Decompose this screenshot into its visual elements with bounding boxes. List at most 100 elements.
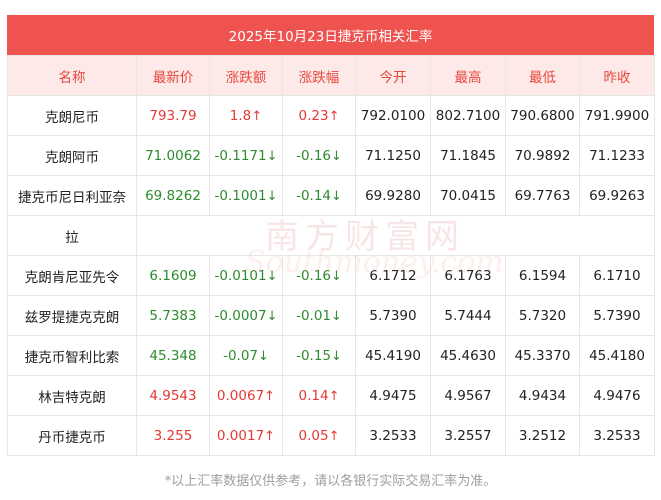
header-price: 最新价 xyxy=(136,55,210,96)
arrow-down-icon: ↓ xyxy=(331,348,342,364)
currency-name: 克朗尼币 xyxy=(7,95,137,136)
currency-name: 兹罗提捷克克朗 xyxy=(7,295,137,336)
high-price: 5.7444 xyxy=(430,295,506,336)
open-price: 3.2533 xyxy=(355,415,431,456)
prev-close: 3.2533 xyxy=(579,415,655,456)
currency-name-wrap: 拉 xyxy=(7,215,137,256)
change-percent: -0.14↓ xyxy=(282,175,356,216)
arrow-up-icon: ↑ xyxy=(328,388,340,404)
open-price: 6.1712 xyxy=(355,255,431,296)
arrow-down-icon: ↓ xyxy=(258,348,269,364)
table-row-continuation: 拉 xyxy=(7,215,655,256)
change-percent: -0.01↓ xyxy=(282,295,356,336)
arrow-up-icon: ↑ xyxy=(264,388,276,404)
change-amount: 1.8↑ xyxy=(209,95,283,136)
arrow-up-icon: ↑ xyxy=(328,428,340,444)
change-percent-value: 0.05 xyxy=(298,427,329,444)
change-amount-value: -0.0101 xyxy=(214,267,267,284)
empty-cell xyxy=(136,215,655,256)
high-price: 3.2557 xyxy=(430,415,506,456)
prev-close: 45.4180 xyxy=(579,335,655,376)
high-price: 70.0415 xyxy=(430,175,506,216)
open-price: 792.0100 xyxy=(355,95,431,136)
high-price: 802.7100 xyxy=(430,95,506,136)
high-price: 6.1763 xyxy=(430,255,506,296)
currency-name: 丹币捷克币 xyxy=(7,415,137,456)
change-percent: 0.05↑ xyxy=(282,415,356,456)
header-name: 名称 xyxy=(7,55,137,96)
currency-name: 捷克币智利比索 xyxy=(7,335,137,376)
latest-price: 793.79 xyxy=(136,95,210,136)
low-price: 790.6800 xyxy=(505,95,580,136)
change-amount-value: 0.0067 xyxy=(216,387,265,404)
table-row: 克朗阿币 71.0062 -0.1171↓ -0.16↓ 71.1250 71.1845 7… xyxy=(7,135,655,176)
high-price: 4.9567 xyxy=(430,375,506,416)
latest-price: 3.255 xyxy=(136,415,210,456)
change-amount: -0.1171↓ xyxy=(209,135,283,176)
footnote: *以上汇率数据仅供参考，请以各银行实际交易汇率为准。 xyxy=(164,474,497,489)
arrow-down-icon: ↓ xyxy=(331,148,342,164)
prev-close: 791.9900 xyxy=(579,95,655,136)
prev-close: 5.7390 xyxy=(579,295,655,336)
header-prev: 昨收 xyxy=(579,55,655,96)
latest-price: 71.0062 xyxy=(136,135,210,176)
open-price: 69.9280 xyxy=(355,175,431,216)
arrow-up-icon: ↑ xyxy=(251,108,263,124)
latest-price: 69.8262 xyxy=(136,175,210,216)
change-percent-value: 0.23 xyxy=(298,107,329,124)
rates-panel: 2025年10月23日捷克币相关汇率 名称 最新价 涨跌额 涨跌幅 今开 最高 … xyxy=(7,15,655,456)
header-change: 涨跌额 xyxy=(209,55,283,96)
change-amount-value: -0.1001 xyxy=(214,187,267,204)
latest-price: 6.1609 xyxy=(136,255,210,296)
change-amount: 0.0017↑ xyxy=(209,415,283,456)
change-percent-value: 0.14 xyxy=(298,387,329,404)
open-price: 71.1250 xyxy=(355,135,431,176)
prev-close: 6.1710 xyxy=(579,255,655,296)
arrow-down-icon: ↓ xyxy=(331,268,342,284)
change-percent-value: -0.15 xyxy=(296,347,332,364)
table-row: 克朗肯尼亚先令 6.1609 -0.0101↓ -0.16↓ 6.1712 6.1763 6… xyxy=(7,255,655,296)
table-row: 林吉特克朗 4.9543 0.0067↑ 0.14↑ 4.9475 4.9567 4.943… xyxy=(7,375,655,416)
change-amount: -0.0101↓ xyxy=(209,255,283,296)
low-price: 3.2512 xyxy=(505,415,580,456)
table-row: 兹罗提捷克克朗 5.7383 -0.0007↓ -0.01↓ 5.7390 5.7444 5… xyxy=(7,295,655,336)
change-percent: -0.15↓ xyxy=(282,335,356,376)
latest-price: 4.9543 xyxy=(136,375,210,416)
change-percent: 0.14↑ xyxy=(282,375,356,416)
arrow-up-icon: ↑ xyxy=(264,428,276,444)
change-percent-value: -0.14 xyxy=(296,187,332,204)
change-amount: -0.07↓ xyxy=(209,335,283,376)
currency-name: 林吉特克朗 xyxy=(7,375,137,416)
change-amount-value: 1.8 xyxy=(229,107,252,124)
change-percent-value: -0.16 xyxy=(296,147,332,164)
currency-name: 捷克币尼日利亚奈 xyxy=(7,175,137,216)
arrow-up-icon: ↑ xyxy=(328,108,340,124)
change-amount-value: 0.0017 xyxy=(216,427,265,444)
arrow-down-icon: ↓ xyxy=(331,308,342,324)
change-amount: -0.0007↓ xyxy=(209,295,283,336)
change-amount: 0.0067↑ xyxy=(209,375,283,416)
header-row: 名称 最新价 涨跌额 涨跌幅 今开 最高 最低 昨收 xyxy=(7,55,655,96)
arrow-down-icon: ↓ xyxy=(266,188,278,204)
currency-name: 克朗肯尼亚先令 xyxy=(7,255,137,296)
table-row: 克朗尼币 793.79 1.8↑ 0.23↑ 792.0100 802.7100 790.6… xyxy=(7,95,655,136)
change-percent: -0.16↓ xyxy=(282,255,356,296)
high-price: 71.1845 xyxy=(430,135,506,176)
arrow-down-icon: ↓ xyxy=(331,188,342,204)
open-price: 5.7390 xyxy=(355,295,431,336)
change-amount: -0.1001↓ xyxy=(209,175,283,216)
change-percent-value: -0.16 xyxy=(296,267,332,284)
header-low: 最低 xyxy=(505,55,580,96)
change-amount-value: -0.0007 xyxy=(214,307,267,324)
rates-table: 名称 最新价 涨跌额 涨跌幅 今开 最高 最低 昨收 克朗尼币 793.79 1.8… xyxy=(7,55,655,456)
high-price: 45.4630 xyxy=(430,335,506,376)
table-title: 2025年10月23日捷克币相关汇率 xyxy=(7,15,654,55)
arrow-down-icon: ↓ xyxy=(266,308,278,324)
table-row: 丹币捷克币 3.255 0.0017↑ 0.05↑ 3.2533 3.2557 3.2512… xyxy=(7,415,655,456)
header-high: 最高 xyxy=(430,55,506,96)
change-amount-value: -0.1171 xyxy=(214,147,267,164)
latest-price: 45.348 xyxy=(136,335,210,376)
arrow-down-icon: ↓ xyxy=(266,268,278,284)
low-price: 6.1594 xyxy=(505,255,580,296)
change-percent: -0.16↓ xyxy=(282,135,356,176)
